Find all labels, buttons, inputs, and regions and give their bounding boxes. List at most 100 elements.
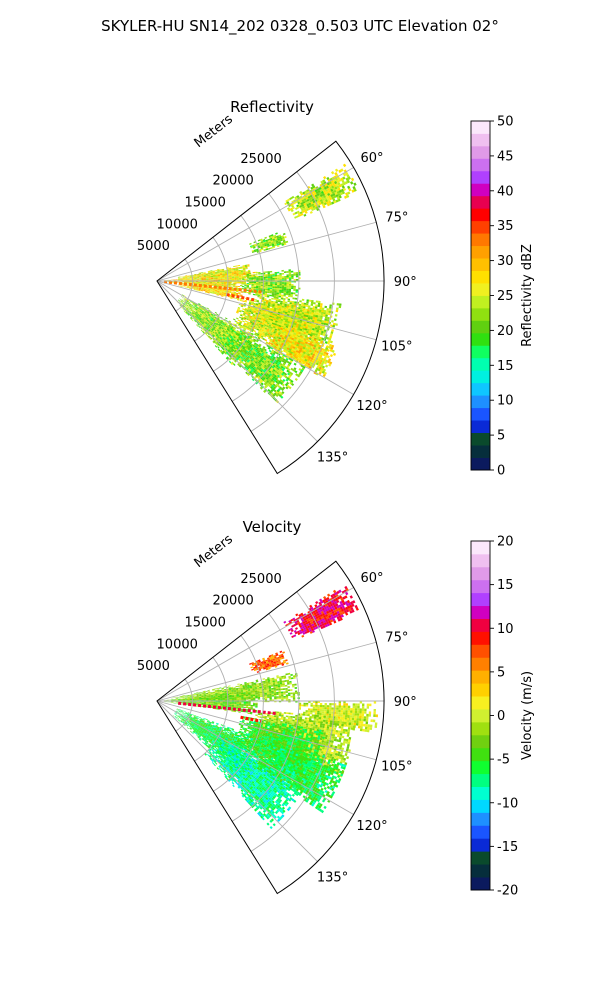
azimuth-tick-labels: 60° 75° 90° 105° 120° 135° — [317, 571, 417, 886]
colorbar-swatch — [471, 307, 490, 321]
velocity-panel: Velocity 5000 10000 15000 20000 25000 Meters 60… — [137, 518, 535, 899]
colorbar-swatch — [471, 721, 490, 736]
colorbar-tick-label: -20 — [497, 884, 518, 899]
colorbar-label: Velocity (m/s) — [520, 671, 535, 760]
radial-tick-label: 15000 — [184, 615, 225, 630]
colorbar-tick-label: 50 — [497, 115, 514, 130]
range-ring — [231, 613, 300, 822]
echo-region — [252, 736, 348, 814]
sector-frame — [156, 560, 385, 895]
colorbar-swatch — [471, 457, 490, 471]
colorbar-swatch — [471, 320, 490, 334]
colorbar-swatch — [471, 407, 490, 421]
echo-streak — [178, 701, 278, 716]
echo-region — [249, 650, 289, 673]
radial-axis-label: Meters — [192, 532, 236, 571]
radial-tick-label: 10000 — [157, 637, 198, 652]
colorbar-swatch — [471, 233, 490, 247]
colorbar-swatch — [471, 370, 490, 384]
azimuth-gridline — [156, 280, 354, 395]
range-ring — [175, 258, 193, 312]
colorbar-swatch — [471, 644, 490, 658]
colorbar-tick-label: 10 — [497, 622, 514, 637]
azimuth-gridline — [156, 641, 377, 702]
colorbar-swatch — [471, 825, 490, 839]
sector-frame — [156, 140, 385, 475]
colorbar-swatch — [471, 592, 490, 607]
echo-region — [241, 269, 301, 301]
colorbar-swatch — [471, 773, 490, 787]
colorbar-swatch — [471, 541, 490, 555]
colorbar-tick-label: -15 — [497, 840, 518, 855]
colorbar-tick-label: 30 — [497, 254, 514, 269]
colorbar-swatch — [471, 760, 490, 775]
colorbar-swatch — [471, 345, 490, 359]
colorbar-swatch — [471, 395, 490, 409]
range-ring — [231, 193, 300, 402]
panel-title: Reflectivity — [230, 98, 314, 116]
colorbar-label: Reflectivity dBZ — [520, 244, 535, 347]
colorbar-swatch — [471, 332, 490, 346]
echo-region — [249, 232, 289, 253]
colorbar-swatch — [471, 170, 490, 184]
colorbar-tick-label: 20 — [497, 324, 514, 339]
colorbar-tick-label: 15 — [497, 359, 514, 374]
azimuth-tick-labels: 60° 75° 90° 105° 120° 135° — [317, 151, 417, 466]
colorbar-tick-label: 10 — [497, 394, 514, 409]
colorbar: -20 -15 -10 -5 0 5 10 15 20 Velocity (m/s) — [470, 535, 535, 899]
colorbar-swatch — [471, 618, 490, 632]
colorbar: 0 5 10 15 20 25 30 35 40 45 50 Reflectivity dBZ — [470, 115, 535, 479]
azimuth-tick-label: 60° — [360, 571, 383, 586]
range-ring — [250, 591, 335, 852]
colorbar-swatch — [471, 696, 490, 710]
azimuth-gridline — [156, 700, 377, 761]
radial-tick-label: 25000 — [240, 572, 281, 587]
colorbar-swatch — [471, 709, 490, 723]
echo-region — [284, 163, 357, 219]
azimuth-gridline — [156, 221, 377, 282]
colorbar-tick-label: 40 — [497, 184, 514, 199]
radial-tick-label: 5000 — [137, 239, 170, 254]
colorbar-swatch — [471, 245, 490, 259]
colorbar-swatch — [471, 420, 490, 434]
colorbar-tick-label: 45 — [497, 149, 514, 164]
colorbar-swatch — [471, 812, 490, 826]
colorbar-swatch — [471, 734, 490, 749]
colorbar-swatch — [471, 838, 490, 852]
radial-tick-labels: 5000 10000 15000 20000 25000 — [137, 572, 282, 674]
colorbar-swatch — [471, 270, 490, 284]
colorbar-tick-label: 5 — [497, 665, 505, 680]
azimuth-gridline — [156, 700, 318, 862]
range-ring — [250, 171, 335, 432]
azimuth-tick-label: 75° — [385, 211, 408, 226]
azimuth-tick-label: 105° — [381, 759, 412, 774]
azimuth-tick-label: 105° — [381, 339, 412, 354]
colorbar-tick-label: 0 — [497, 464, 505, 479]
radial-tick-label: 20000 — [212, 174, 253, 189]
figure-suptitle: SKYLER-HU SN14_202 0328_0.503 UTC Elevat… — [101, 17, 499, 36]
colorbar-swatch — [471, 382, 490, 396]
echo-region — [216, 324, 306, 404]
colorbar-swatch — [471, 683, 490, 697]
colorbar-tick-label: 15 — [497, 578, 514, 593]
panel-title: Velocity — [243, 518, 302, 536]
colorbar-swatch — [471, 579, 490, 594]
colorbar-swatch — [471, 670, 490, 684]
radial-tick-labels: 5000 10000 15000 20000 25000 — [137, 152, 282, 254]
colorbar-swatch — [471, 357, 490, 371]
radial-tick-label: 10000 — [157, 217, 198, 232]
colorbar-swatch — [471, 158, 490, 172]
azimuth-tick-label: 120° — [356, 399, 387, 414]
colorbar-swatch — [471, 195, 490, 209]
colorbar-tick-label: 25 — [497, 289, 514, 304]
colorbar-swatch — [471, 877, 490, 891]
azimuth-gridline — [156, 280, 318, 442]
colorbar-swatch — [471, 133, 490, 147]
azimuth-tick-label: 90° — [394, 275, 417, 290]
colorbar-swatch — [471, 183, 490, 197]
colorbar-swatch — [471, 432, 490, 446]
azimuth-tick-label: 90° — [394, 695, 417, 710]
polar-grid — [156, 167, 384, 442]
azimuth-gridline — [156, 167, 354, 282]
